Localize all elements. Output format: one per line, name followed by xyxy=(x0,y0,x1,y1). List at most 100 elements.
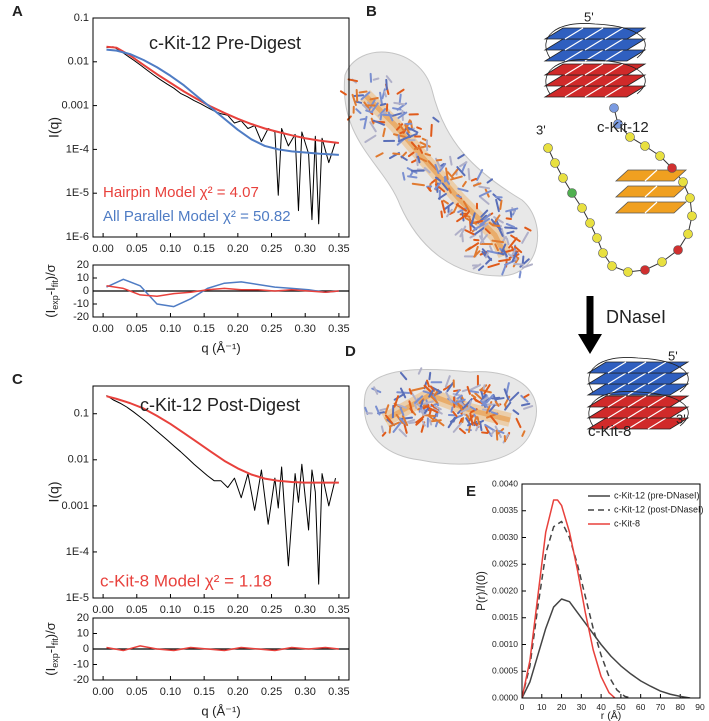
x-tick-label: 70 xyxy=(656,702,666,712)
tetrad-line xyxy=(627,361,647,374)
stick xyxy=(364,134,377,144)
ribbon xyxy=(383,392,511,423)
stick xyxy=(392,422,402,433)
x-tick-label: 0.25 xyxy=(261,243,282,255)
stick xyxy=(375,405,381,416)
stick xyxy=(401,414,409,427)
stick xyxy=(384,404,390,415)
five-prime: 5' xyxy=(668,348,678,363)
stick xyxy=(372,119,385,126)
data-line xyxy=(522,499,616,698)
plot-frame xyxy=(92,617,350,681)
y-tick-label: 0 xyxy=(83,285,89,297)
stick xyxy=(379,91,383,105)
stick xyxy=(485,257,493,265)
y-axis-label-part: exp xyxy=(50,653,60,668)
stick xyxy=(399,406,405,417)
stick xyxy=(393,395,400,408)
x-tick-label: 0.25 xyxy=(261,686,282,698)
stick xyxy=(481,393,487,401)
strand xyxy=(545,59,646,95)
stick xyxy=(467,167,471,181)
stick xyxy=(509,210,513,218)
stick xyxy=(432,116,440,123)
stick xyxy=(476,168,484,182)
data-line xyxy=(522,598,691,698)
stick xyxy=(495,429,499,441)
stick xyxy=(396,123,404,131)
stick xyxy=(452,416,457,423)
stick xyxy=(481,431,489,434)
tetrad-line xyxy=(604,85,624,98)
y-tick-label: 0.01 xyxy=(68,56,89,68)
stick xyxy=(440,210,444,219)
x-tick-label: 0.10 xyxy=(160,604,181,616)
stick xyxy=(413,145,428,150)
stick xyxy=(460,407,470,414)
tetrad-line xyxy=(647,361,667,374)
stick xyxy=(505,237,510,246)
stick xyxy=(465,413,470,420)
strand xyxy=(588,391,689,427)
stick xyxy=(474,227,485,236)
plot-frame xyxy=(92,264,350,318)
stick xyxy=(502,249,508,258)
panel-label: C xyxy=(12,371,23,388)
stick xyxy=(488,404,496,413)
tetrad-line xyxy=(584,85,604,98)
stick xyxy=(458,417,463,425)
stick xyxy=(361,103,370,111)
x-tick-label: 0.15 xyxy=(193,323,214,335)
stick xyxy=(511,251,518,263)
x-tick-label: 0.05 xyxy=(126,243,147,255)
stick xyxy=(521,255,525,265)
stick xyxy=(499,199,503,210)
stick xyxy=(467,404,477,411)
stick xyxy=(351,93,357,106)
x-tick-label: 30 xyxy=(577,702,587,712)
stick xyxy=(456,394,463,400)
y-tick-label: 0.0030 xyxy=(492,532,518,542)
nucleotide xyxy=(613,119,623,129)
stick xyxy=(393,101,406,106)
data-line xyxy=(106,285,339,297)
y-tick-label: 0.01 xyxy=(68,454,89,466)
x-tick-label: 0.00 xyxy=(92,604,113,616)
stick xyxy=(469,412,474,426)
nucleotide xyxy=(550,158,560,168)
stick xyxy=(479,217,491,226)
stick xyxy=(481,250,487,257)
y-tick-label: -20 xyxy=(73,674,89,686)
stick xyxy=(461,180,467,188)
stick xyxy=(339,90,347,96)
nucleotide xyxy=(592,233,602,243)
stick xyxy=(483,384,491,395)
stick xyxy=(523,405,534,410)
y-tick-label: 0.1 xyxy=(74,408,89,420)
panel-b-molecule xyxy=(339,51,539,279)
x-tick-label: 0.10 xyxy=(160,243,181,255)
stick xyxy=(421,400,434,406)
stick xyxy=(473,250,481,258)
annotation: All Parallel Model χ² = 50.82 xyxy=(103,208,291,225)
tetrad-line xyxy=(564,74,584,87)
y-tick-label: 0.0010 xyxy=(492,639,518,649)
y-axis-label: (Iexp-Ifit)/σ xyxy=(43,264,60,317)
stick xyxy=(521,263,534,269)
nucleotide xyxy=(673,245,683,255)
y-tick-label: 10 xyxy=(77,627,89,639)
strand xyxy=(588,357,689,393)
stick xyxy=(456,214,467,223)
molecule-name: c-Kit-12 xyxy=(597,119,649,136)
stick xyxy=(427,160,438,171)
stick xyxy=(476,416,481,425)
tetrad-line xyxy=(647,372,667,385)
tetrad-line xyxy=(627,417,647,430)
stick xyxy=(416,126,422,130)
stick xyxy=(397,403,407,409)
stick xyxy=(445,167,449,181)
data-line xyxy=(106,45,340,144)
y-axis-label-part: -I xyxy=(43,287,58,295)
stick xyxy=(495,218,502,231)
